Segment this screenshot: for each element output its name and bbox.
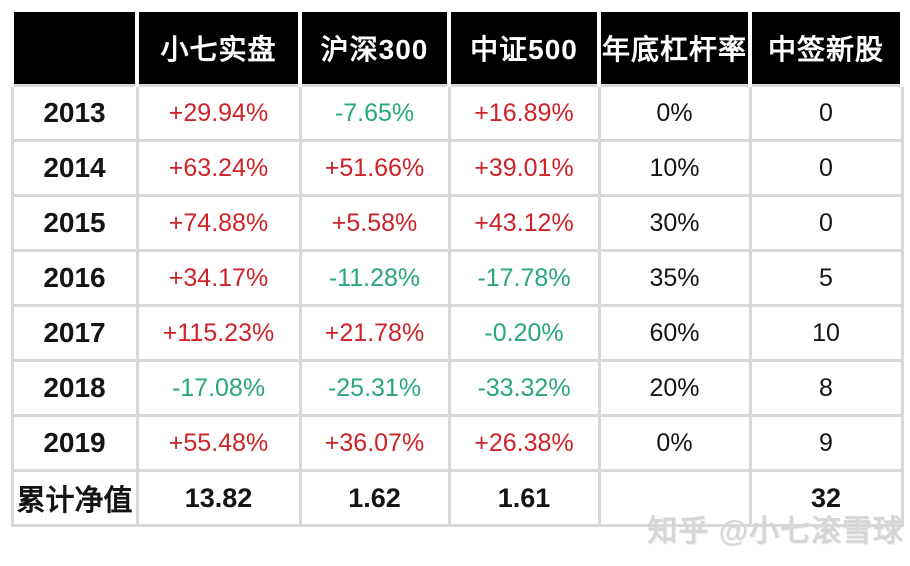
- table-cell: 30%: [597, 194, 752, 252]
- table-cell: 8: [748, 359, 904, 417]
- column-header: 小七实盘: [135, 12, 302, 87]
- performance-table: 小七实盘 沪深300 中证500 年底杠杆率 中签新股 2013 +29.94% -7.65…: [10, 12, 904, 527]
- table-cell: +26.38%: [447, 414, 601, 472]
- column-header: 沪深300: [298, 12, 451, 87]
- table-cell: +16.89%: [447, 84, 601, 142]
- table-cell: 0%: [597, 84, 752, 142]
- table-cell: 0: [748, 84, 904, 142]
- column-header: 中签新股: [748, 12, 904, 87]
- header-row: 小七实盘 沪深300 中证500 年底杠杆率 中签新股: [10, 12, 904, 87]
- corner-header-cell: [10, 12, 139, 87]
- table-cell: -33.32%: [447, 359, 601, 417]
- table-cell: 60%: [597, 304, 752, 362]
- table-cell: 0: [748, 139, 904, 197]
- table-cell: [597, 469, 752, 527]
- row-label: 2019: [10, 414, 139, 472]
- table-cell: -17.78%: [447, 249, 601, 307]
- table-cell: 32: [748, 469, 904, 527]
- table-cell: -17.08%: [135, 359, 302, 417]
- table-cell: +115.23%: [135, 304, 302, 362]
- table-cell: +21.78%: [298, 304, 451, 362]
- row-label: 2013: [10, 84, 139, 142]
- table-row: 2016 +34.17% -11.28% -17.78% 35% 5: [10, 249, 904, 307]
- table-row: 2014 +63.24% +51.66% +39.01% 10% 0: [10, 139, 904, 197]
- total-row: 累计净值 13.82 1.62 1.61 32: [10, 469, 904, 527]
- table-cell: +5.58%: [298, 194, 451, 252]
- table-cell: 10%: [597, 139, 752, 197]
- table-cell: -11.28%: [298, 249, 451, 307]
- table-body: 2013 +29.94% -7.65% +16.89% 0% 0 2014 +63.24% +5…: [10, 84, 904, 527]
- table-cell: +51.66%: [298, 139, 451, 197]
- row-label: 2014: [10, 139, 139, 197]
- table-row: 2015 +74.88% +5.58% +43.12% 30% 0: [10, 194, 904, 252]
- table-cell: 35%: [597, 249, 752, 307]
- table-cell: +34.17%: [135, 249, 302, 307]
- table-cell: +39.01%: [447, 139, 601, 197]
- table-row: 2018 -17.08% -25.31% -33.32% 20% 8: [10, 359, 904, 417]
- table-cell: -7.65%: [298, 84, 451, 142]
- table-cell: 5: [748, 249, 904, 307]
- table-cell: 10: [748, 304, 904, 362]
- table-cell: 1.62: [298, 469, 451, 527]
- table-cell: -25.31%: [298, 359, 451, 417]
- table-row: 2013 +29.94% -7.65% +16.89% 0% 0: [10, 84, 904, 142]
- row-label: 2015: [10, 194, 139, 252]
- table-cell: +63.24%: [135, 139, 302, 197]
- table-cell: 13.82: [135, 469, 302, 527]
- table-cell: 9: [748, 414, 904, 472]
- table-cell: +36.07%: [298, 414, 451, 472]
- table-row: 2017 +115.23% +21.78% -0.20% 60% 10: [10, 304, 904, 362]
- table-header: 小七实盘 沪深300 中证500 年底杠杆率 中签新股: [10, 12, 904, 87]
- table-cell: -0.20%: [447, 304, 601, 362]
- table-cell: +43.12%: [447, 194, 601, 252]
- column-header: 中证500: [447, 12, 601, 87]
- table-cell: +55.48%: [135, 414, 302, 472]
- table-cell: +74.88%: [135, 194, 302, 252]
- table-cell: 20%: [597, 359, 752, 417]
- table-row: 2019 +55.48% +36.07% +26.38% 0% 9: [10, 414, 904, 472]
- row-label: 2018: [10, 359, 139, 417]
- row-label: 2016: [10, 249, 139, 307]
- table-cell: 0: [748, 194, 904, 252]
- row-label: 累计净值: [10, 469, 139, 527]
- table-cell: 0%: [597, 414, 752, 472]
- table-cell: 1.61: [447, 469, 601, 527]
- table-cell: +29.94%: [135, 84, 302, 142]
- column-header: 年底杠杆率: [597, 12, 752, 87]
- row-label: 2017: [10, 304, 139, 362]
